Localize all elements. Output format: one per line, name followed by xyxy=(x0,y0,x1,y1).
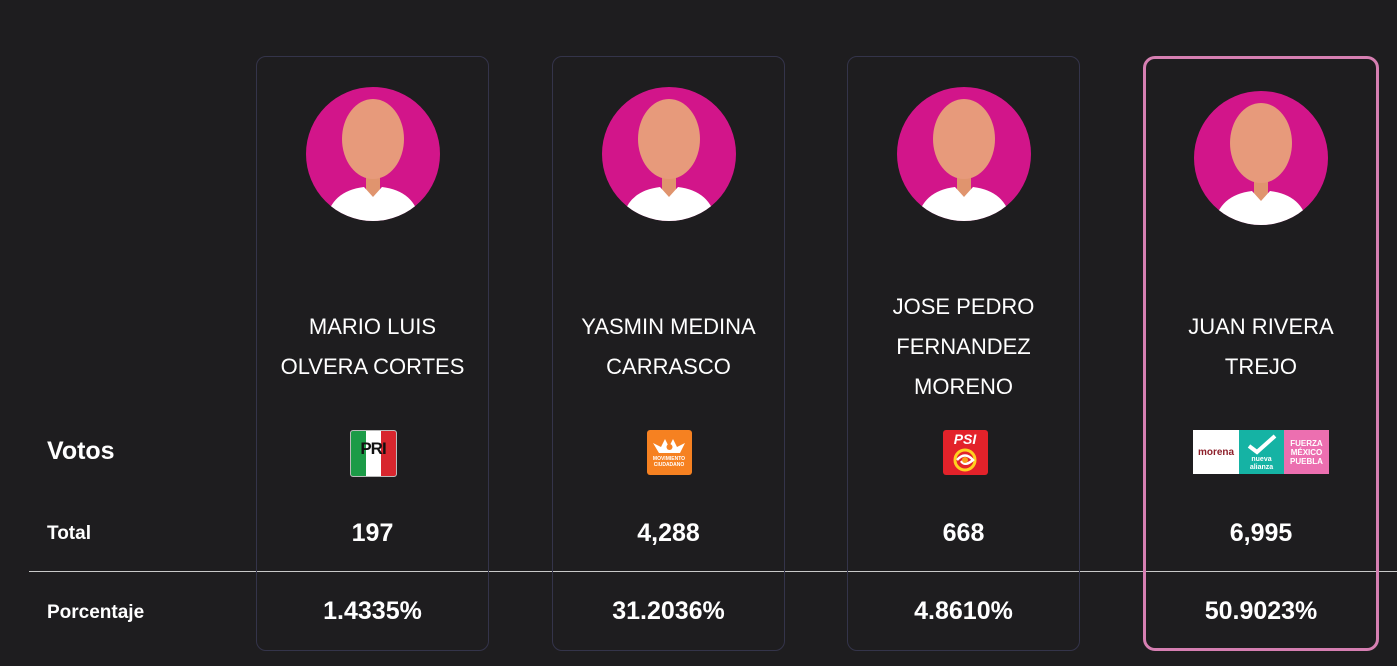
percentage: 4.8610% xyxy=(914,597,1013,625)
total-votes: 4,288 xyxy=(637,519,700,547)
candidate-name: JUAN RIVERA TREJO xyxy=(1188,314,1334,379)
percentage: 50.9023% xyxy=(1204,597,1318,625)
total-votes: 197 xyxy=(351,519,394,547)
percentage: 1.4335% xyxy=(323,597,422,625)
candidate-name: MARIO LUIS OLVERA CORTES xyxy=(280,314,465,379)
movimiento-ciudadano-logo-icon: MOVIMIENTO CIUDADANO xyxy=(646,430,692,475)
votos-label: Votos xyxy=(47,437,115,465)
candidate-card-4-winner[interactable]: JUAN RIVERA TREJO morena nueva alianza F… xyxy=(1143,56,1379,651)
percentage: 31.2036% xyxy=(612,597,725,625)
row-divider xyxy=(29,571,1397,572)
candidate-name: YASMIN MEDINA CARRASCO xyxy=(581,314,756,379)
candidate-card-2[interactable]: YASMIN MEDINA CARRASCO MOVIMIENTO CIUDAD… xyxy=(552,56,785,651)
avatar-placeholder-icon xyxy=(1194,91,1328,225)
candidate-card-1[interactable]: MARIO LUIS OLVERA CORTES PRI 197 1.4335% xyxy=(256,56,489,651)
total-votes: 668 xyxy=(942,519,985,547)
avatar-placeholder-icon xyxy=(305,87,440,221)
avatar-placeholder-icon xyxy=(601,87,736,221)
porcentaje-label: Porcentaje xyxy=(47,602,145,623)
psi-logo-icon: PSI xyxy=(942,430,988,475)
nueva-alianza-logo-icon: nueva alianza xyxy=(1239,430,1284,474)
candidate-name: JOSE PEDRO FERNANDEZ MORENO xyxy=(892,294,1035,399)
avatar-placeholder-icon xyxy=(896,87,1031,221)
morena-logo-icon: morena xyxy=(1193,430,1239,474)
total-votes: 6,995 xyxy=(1229,519,1293,547)
fuerza-mexico-logo-icon: FUERZA MÉXICO PUEBLA xyxy=(1284,430,1329,474)
pri-logo-icon: PRI xyxy=(349,430,397,477)
coalition-logo-icon: morena nueva alianza FUERZA MÉXICO PUEBL… xyxy=(1193,430,1329,474)
total-label: Total xyxy=(47,523,91,544)
candidate-card-3[interactable]: JOSE PEDRO FERNANDEZ MORENO PSI 668 4.86… xyxy=(847,56,1080,651)
